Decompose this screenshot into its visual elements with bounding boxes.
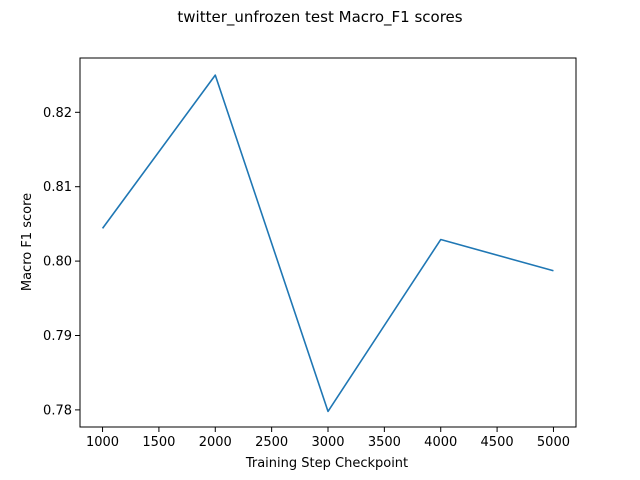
x-tick-label: 5000 — [537, 435, 570, 450]
x-tick-label: 4000 — [424, 435, 457, 450]
chart-title: twitter_unfrozen test Macro_F1 scores — [177, 8, 462, 27]
x-tick-label: 1500 — [142, 435, 175, 450]
x-axis-label: Training Step Checkpoint — [245, 456, 408, 471]
plot-frame — [79, 57, 577, 428]
plot-area: 1000 1500 2000 2500 3000 3500 4000 4500 5000 0.7… — [43, 57, 577, 450]
y-axis-ticks: 0.78 0.79 0.80 0.81 0.82 — [43, 106, 80, 418]
x-tick-label: 3000 — [311, 435, 344, 450]
x-tick-label: 2500 — [255, 435, 288, 450]
y-tick-label: 0.79 — [43, 329, 72, 344]
x-tick-label: 2000 — [199, 435, 232, 450]
x-tick-label: 1000 — [86, 435, 119, 450]
y-tick-label: 0.80 — [43, 255, 72, 270]
x-axis-ticks: 1000 1500 2000 2500 3000 3500 4000 4500 5000 — [86, 427, 570, 450]
y-tick-label: 0.82 — [43, 106, 72, 121]
series-layer — [101, 74, 554, 413]
series-line — [101, 74, 554, 413]
y-tick-label: 0.81 — [43, 180, 72, 195]
y-axis-label: Macro F1 score — [20, 193, 35, 291]
x-tick-label: 3500 — [368, 435, 401, 450]
x-tick-label: 4500 — [481, 435, 514, 450]
y-tick-label: 0.78 — [43, 403, 72, 418]
